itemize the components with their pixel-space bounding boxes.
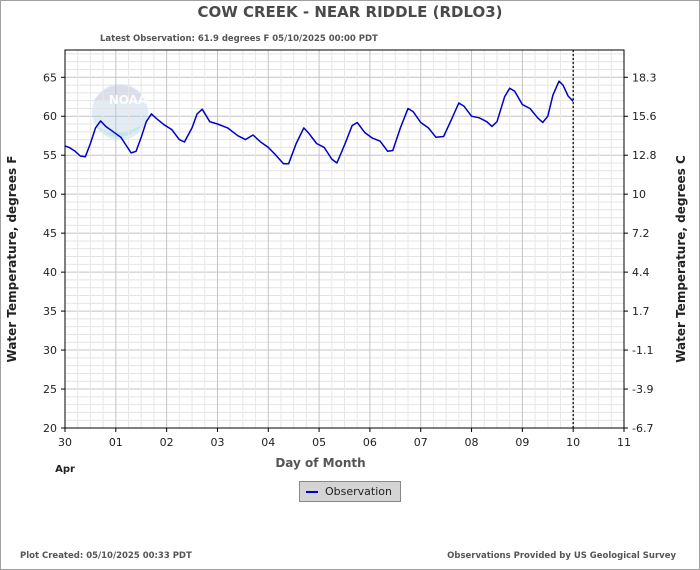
y-right-tick-label: 10	[632, 188, 646, 201]
y-right-tick-label: 18.3	[632, 71, 657, 84]
x-tick-label: 01	[109, 436, 123, 449]
x-tick-label: 08	[465, 436, 479, 449]
legend: Observation	[299, 481, 401, 502]
noaa-logo-wave	[96, 122, 146, 138]
y-right-tick-label: 15.6	[632, 110, 657, 123]
y-axis-right-label: Water Temperature, degrees C	[674, 155, 688, 363]
y-left-tick-label: 65	[43, 71, 57, 84]
x-axis-month-label: Apr	[55, 464, 75, 475]
axes-frame	[64, 49, 625, 429]
y-right-tick-label: 7.2	[632, 227, 650, 240]
x-tick-label: 10	[566, 436, 580, 449]
y-left-tick-label: 60	[43, 110, 57, 123]
y-axis-left-label: Water Temperature, degrees F	[5, 156, 19, 363]
y-left-tick-label: 25	[43, 383, 57, 396]
latest-observation-text: Latest Observation: 61.9 degrees F 05/10…	[100, 34, 378, 44]
y-right-tick-label: -1.1	[632, 344, 653, 357]
y-axis-left-ticks: 20 25 30 35 40 45 50 55 60 65	[43, 71, 65, 435]
y-left-tick-label: 20	[43, 422, 57, 435]
x-tick-label: 06	[363, 436, 377, 449]
y-right-tick-label: 4.4	[632, 266, 650, 279]
series-line-observation	[64, 80, 574, 165]
noaa-logo-text: NOAA	[109, 93, 148, 107]
chart-title: COW CREEK - NEAR RIDDLE (RDLO3)	[197, 3, 503, 21]
x-tick-label: 11	[617, 436, 631, 449]
y-left-tick-label: 45	[43, 227, 57, 240]
y-right-tick-label: 12.8	[632, 149, 657, 162]
y-left-tick-label: 50	[43, 188, 57, 201]
x-tick-label: 07	[414, 436, 428, 449]
plot-created-text: Plot Created: 05/10/2025 00:33 PDT	[20, 551, 192, 561]
x-tick-label: 09	[515, 436, 529, 449]
x-tick-label: 30	[58, 436, 72, 449]
y-left-tick-label: 30	[43, 344, 57, 357]
y-left-tick-label: 40	[43, 266, 57, 279]
x-axis-ticks: 30 01 02 03 04 05 06 07 08 09 10 11	[58, 428, 631, 449]
grid-lines	[64, 50, 625, 429]
x-tick-label: 05	[312, 436, 326, 449]
x-axis-label: Day of Month	[275, 456, 365, 470]
x-tick-label: 02	[160, 436, 174, 449]
series-group	[64, 80, 574, 165]
legend-label-observation: Observation	[325, 485, 392, 498]
x-tick-label: 03	[210, 436, 224, 449]
y-right-tick-label: -6.7	[632, 422, 653, 435]
y-left-tick-label: 55	[43, 149, 57, 162]
y-left-tick-label: 35	[43, 305, 57, 318]
plot-border	[64, 49, 625, 429]
y-right-tick-label: -3.9	[632, 383, 653, 396]
legend-swatch-observation	[306, 491, 318, 493]
x-tick-label: 04	[261, 436, 275, 449]
y-axis-right-ticks: -6.7 -3.9 -1.1 1.7 4.4 7.2 10 12.8 15.6 18.3	[624, 71, 657, 435]
y-right-tick-label: 1.7	[632, 305, 650, 318]
data-source-credit: Observations Provided by US Geological S…	[447, 551, 676, 561]
